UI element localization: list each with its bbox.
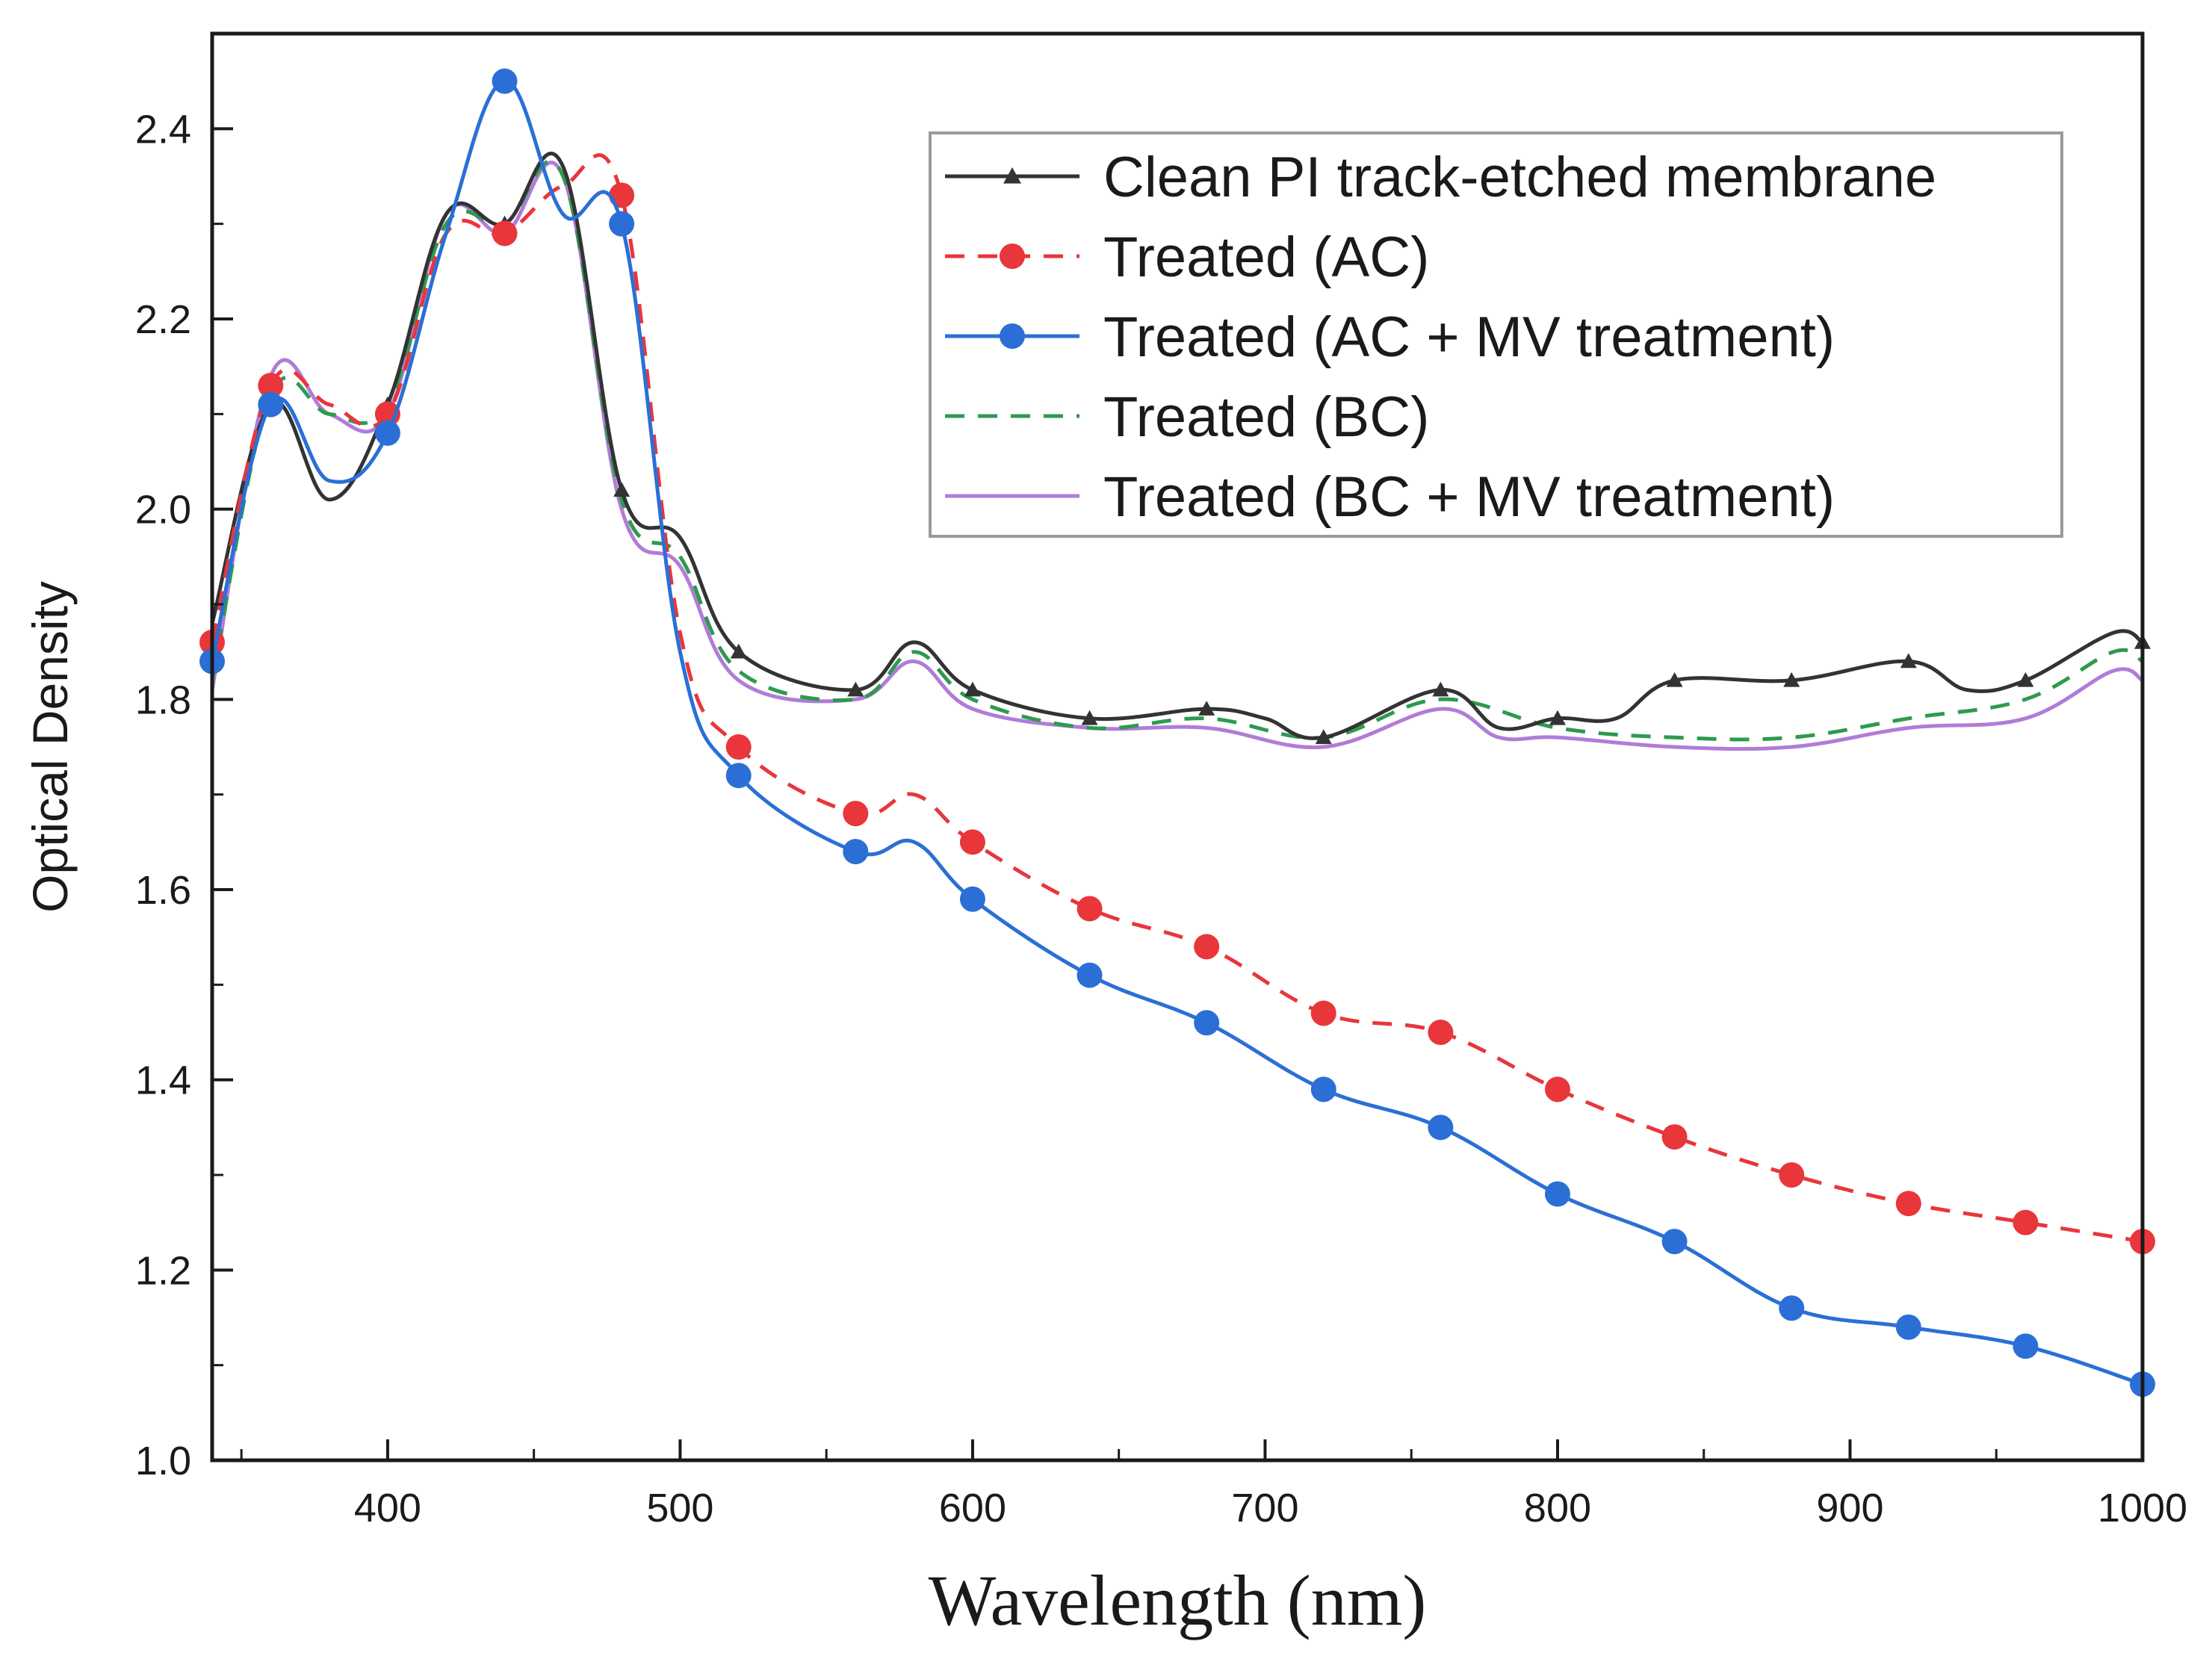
data-point-treated-ac-mv-treatment-360 xyxy=(258,391,284,418)
data-point-clean-pi-track-etched-membrane-760 xyxy=(1432,681,1449,697)
data-point-clean-pi-track-etched-membrane-920 xyxy=(1900,653,1917,669)
legend-swatch-marker xyxy=(1000,244,1025,269)
series-treated-bc xyxy=(210,159,2144,742)
legend-swatch-marker xyxy=(1000,323,1025,349)
data-point-treated-ac-760 xyxy=(1428,1020,1454,1045)
legend-label: Treated (BC) xyxy=(1103,385,1429,449)
data-point-treated-ac-520 xyxy=(725,734,752,760)
axis-ticks: 400 500 600 700 800 900 1000 1.0 1.2 1.4 1.6 1.8 2.0… xyxy=(135,107,2187,1531)
data-point-clean-pi-track-etched-membrane-960 xyxy=(2017,672,2034,687)
data-point-treated-ac-600 xyxy=(959,829,985,855)
x-tick-label-600: 600 xyxy=(939,1486,1006,1531)
series-line-treated-bc-mv-treatment xyxy=(210,161,2144,751)
data-point-clean-pi-track-etched-membrane-720 xyxy=(1315,729,1332,745)
data-point-treated-ac-960 xyxy=(2013,1209,2039,1235)
y-tick-label-1.8: 1.8 xyxy=(135,677,191,722)
y-tick-label-1.6: 1.6 xyxy=(135,868,191,913)
series-treated-bc-mv-treatment xyxy=(210,161,2144,751)
legend-entry-treated-ac-mv-treatment: Treated (AC + MV treatment) xyxy=(945,306,1835,369)
x-tick-label-400: 400 xyxy=(354,1486,421,1531)
x-tick-label-900: 900 xyxy=(1816,1486,1883,1531)
y-tick-label-1.4: 1.4 xyxy=(135,1058,191,1103)
data-point-treated-ac-800 xyxy=(1544,1076,1570,1102)
x-axis-label: Wavelength (nm) xyxy=(929,1560,1427,1640)
legend-entry-treated-bc: Treated (BC) xyxy=(945,385,1429,449)
legend-label: Treated (AC) xyxy=(1103,226,1429,289)
series-line-treated-bc xyxy=(210,159,2144,742)
data-point-treated-ac-mv-treatment-480 xyxy=(609,211,635,237)
data-point-treated-ac-mv-treatment-600 xyxy=(959,886,985,912)
series-treated-ac-mv-treatment xyxy=(199,68,2155,1398)
data-point-treated-ac-640 xyxy=(1076,896,1103,922)
legend: Clean PI track-etched membrane Treated (A… xyxy=(929,131,2063,538)
data-point-treated-ac-840 xyxy=(1661,1124,1688,1150)
data-point-treated-ac-mv-treatment-920 xyxy=(1895,1314,1921,1340)
data-point-treated-ac-mv-treatment-520 xyxy=(725,763,752,789)
data-point-treated-ac-920 xyxy=(1895,1191,1921,1217)
data-point-treated-ac-mv-treatment-720 xyxy=(1310,1076,1336,1102)
data-point-clean-pi-track-etched-membrane-560 xyxy=(847,681,864,697)
y-tick-label-2.0: 2.0 xyxy=(135,488,191,533)
data-point-treated-ac-360 xyxy=(258,373,284,399)
data-point-treated-ac-mv-treatment-760 xyxy=(1428,1114,1454,1141)
data-point-treated-ac-mv-treatment-440 xyxy=(492,68,518,94)
data-point-treated-ac-680 xyxy=(1194,934,1220,960)
data-point-treated-ac-mv-treatment-880 xyxy=(1779,1295,1805,1321)
legend-label: Clean PI track-etched membrane xyxy=(1103,146,1936,209)
data-point-clean-pi-track-etched-membrane-600 xyxy=(964,681,981,697)
data-point-clean-pi-track-etched-membrane-840 xyxy=(1666,672,1683,687)
y-tick-label-1.2: 1.2 xyxy=(135,1248,191,1293)
data-point-treated-ac-mv-treatment-960 xyxy=(2013,1333,2039,1359)
legend-label: Treated (BC + MV treatment) xyxy=(1103,465,1835,529)
data-point-clean-pi-track-etched-membrane-680 xyxy=(1198,701,1215,716)
legend-entry-treated-ac: Treated (AC) xyxy=(945,226,1429,289)
x-tick-label-800: 800 xyxy=(1524,1486,1591,1531)
data-point-treated-ac-560 xyxy=(843,801,869,827)
x-tick-label-700: 700 xyxy=(1231,1486,1298,1531)
legend-box xyxy=(929,131,2063,538)
data-point-clean-pi-track-etched-membrane-800 xyxy=(1549,710,1566,725)
x-tick-label-500: 500 xyxy=(646,1486,713,1531)
y-axis-label: Optical Density xyxy=(22,581,78,913)
data-point-clean-pi-track-etched-membrane-520 xyxy=(730,643,747,659)
data-point-treated-ac-mv-treatment-680 xyxy=(1194,1010,1220,1036)
data-point-clean-pi-track-etched-membrane-480 xyxy=(613,482,631,497)
data-point-treated-ac-mv-treatment-400 xyxy=(374,420,400,446)
y-tick-label-2.2: 2.2 xyxy=(135,297,191,342)
data-point-treated-ac-mv-treatment-840 xyxy=(1661,1229,1688,1255)
legend-swatch-marker xyxy=(1003,167,1021,184)
data-point-treated-ac-880 xyxy=(1779,1162,1805,1188)
data-point-treated-ac-mv-treatment-800 xyxy=(1544,1181,1570,1207)
y-tick-label-1.0: 1.0 xyxy=(135,1439,191,1483)
y-tick-label-2.4: 2.4 xyxy=(135,107,191,152)
legend-label: Treated (AC + MV treatment) xyxy=(1103,306,1835,369)
plot-frame xyxy=(210,31,2145,1463)
legend-entries: Clean PI track-etched membrane Treated (A… xyxy=(945,146,1936,529)
legend-entry-clean-pi-track-etched-membrane: Clean PI track-etched membrane xyxy=(945,146,1936,209)
data-point-treated-ac-720 xyxy=(1310,1000,1336,1026)
series-line-clean-pi-track-etched-membrane xyxy=(210,152,2144,740)
data-point-clean-pi-track-etched-membrane-880 xyxy=(1783,672,1800,687)
legend-entry-treated-bc-mv-treatment: Treated (BC + MV treatment) xyxy=(945,465,1835,529)
x-tick-label-1000: 1000 xyxy=(2098,1486,2187,1531)
data-point-treated-ac-440 xyxy=(492,220,518,246)
data-point-treated-ac-mv-treatment-640 xyxy=(1076,962,1103,988)
data-point-treated-ac-480 xyxy=(609,182,635,208)
data-point-treated-ac-mv-treatment-560 xyxy=(843,839,869,865)
data-point-clean-pi-track-etched-membrane-640 xyxy=(1081,710,1098,725)
